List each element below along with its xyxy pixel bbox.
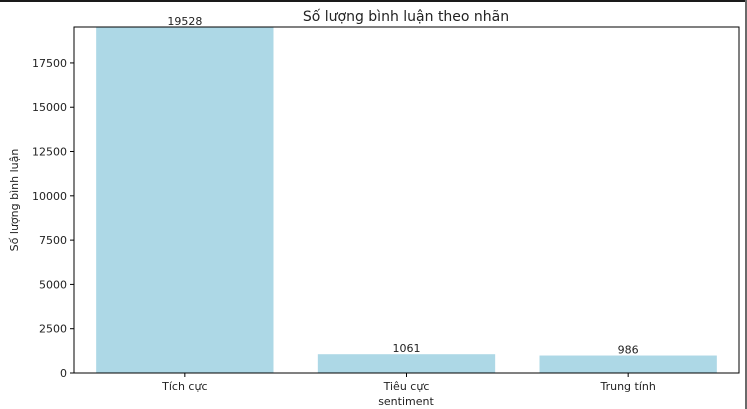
y-tick-label: 5000 <box>39 278 67 291</box>
y-tick-label: 15000 <box>32 101 67 114</box>
x-axis-ticks: Tích cực Tiêu cực Trung tính <box>161 373 656 393</box>
y-axis-label: Số lượng bình luận <box>8 149 21 252</box>
y-axis-ticks: 0 2500 5000 7500 10000 12500 15000 17500 <box>32 57 74 380</box>
plot-frame <box>73 26 740 374</box>
bar-value-label: 1061 <box>393 342 421 355</box>
bar <box>539 355 717 373</box>
y-tick-label: 2500 <box>39 323 67 336</box>
window-top-border <box>0 0 747 2</box>
bar-value-labels: 19528 1061 986 <box>167 15 638 357</box>
x-tick-label: Trung tính <box>599 380 655 393</box>
y-tick-label: 12500 <box>32 146 67 159</box>
y-tick-label: 7500 <box>39 234 67 247</box>
bars <box>96 27 717 373</box>
bar-value-label: 986 <box>618 344 639 357</box>
x-axis-label: sentiment <box>378 395 434 408</box>
window-right-border <box>745 0 747 409</box>
bar <box>96 27 274 373</box>
chart-title: Số lượng bình luận theo nhãn <box>303 8 509 25</box>
y-tick-label: 10000 <box>32 190 67 203</box>
x-tick-label: Tiêu cực <box>383 380 430 393</box>
bar <box>317 354 496 373</box>
y-tick-label: 17500 <box>32 57 67 70</box>
y-tick-label: 0 <box>60 367 67 380</box>
bar-value-label: 19528 <box>167 15 202 28</box>
x-tick-label: Tích cực <box>161 380 207 393</box>
